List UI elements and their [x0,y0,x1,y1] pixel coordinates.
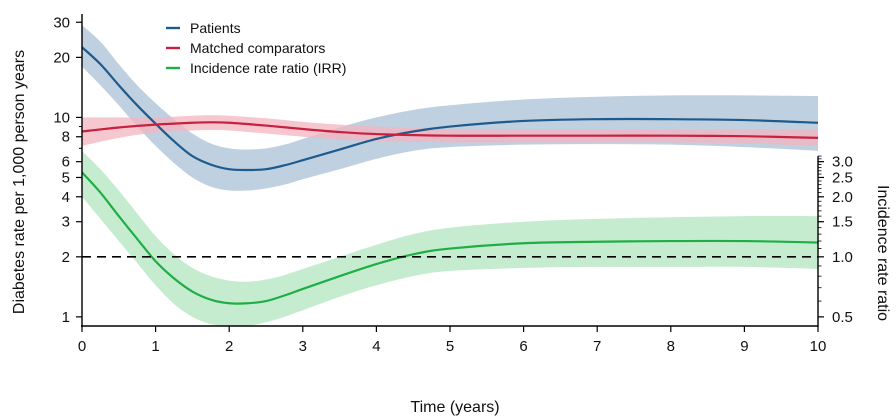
y-tick-label: 6 [62,154,70,171]
incidence-rate-ratio-irr-ci-band [82,150,818,327]
y2-tick-label: 1.0 [832,249,853,266]
legend-label: Incidence rate ratio (IRR) [190,60,346,76]
y-tick-label: 8 [62,129,70,146]
confidence-bands [82,25,818,327]
y-tick-label: 30 [53,14,70,31]
y2-tick-label: 0.5 [832,309,853,326]
x-tick-label: 8 [667,338,675,355]
patients-line [81,46,819,172]
y2-tick-label: 3.0 [832,154,853,171]
x-tick-label: 9 [740,338,748,355]
y-axis-title: Diabetes rate per 1,000 person years [11,50,28,314]
y-tick-label: 20 [53,49,70,66]
x-tick-label: 6 [519,338,527,355]
y-tick-label: 2 [62,249,70,266]
y-tick-label: 1 [62,309,70,326]
x-axis-title: Time (years) [410,399,499,416]
legend-label: Patients [190,20,241,36]
matched-comparators-ci-band [82,115,818,146]
x-tick-label: 2 [225,338,233,355]
legend: Patients Matched comparators Incidence rat… [166,20,346,76]
x-tick-label: 3 [299,338,307,355]
incidence-rate-ratio-irr-line [81,171,819,305]
y2-axis-title: Incidence rate ratio [874,185,891,321]
y-tick-label: 4 [62,189,70,206]
patients-ci-band [82,25,818,191]
y-tick-label: 5 [62,169,70,186]
legend-label: Matched comparators [190,40,325,56]
y-tick-label: 10 [53,109,70,126]
x-tick-label: 7 [593,338,601,355]
matched-comparators-line [81,121,819,139]
x-tick-label: 0 [78,338,86,355]
y-tick-label: 3 [62,214,70,231]
y2-tick-label: 2.0 [832,189,853,206]
x-tick-label: 10 [810,338,827,355]
x-tick-label: 5 [446,338,454,355]
series-lines [81,46,819,305]
y2-tick-label: 1.5 [832,214,853,231]
x-tick-label: 1 [151,338,159,355]
x-tick-label: 4 [372,338,380,355]
y2-tick-label: 2.5 [832,169,853,186]
